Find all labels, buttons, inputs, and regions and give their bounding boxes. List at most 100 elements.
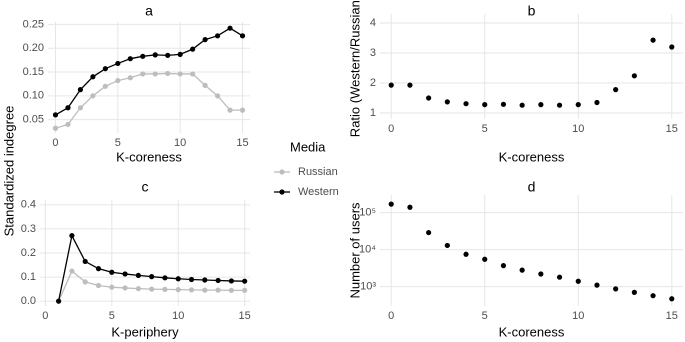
point [575,102,581,108]
point [149,274,155,280]
point [594,99,600,106]
point [631,73,637,79]
point [202,277,208,283]
point [388,82,394,88]
point [482,102,488,108]
x-tick-label: 15 [666,310,678,322]
point [190,71,196,77]
point [102,66,108,72]
point [90,74,96,80]
x-tick-label: 15 [666,123,678,135]
point [140,71,146,77]
point [77,87,84,93]
point [188,287,195,293]
series-line [55,27,243,116]
point [202,37,208,43]
point [95,266,102,272]
point [444,242,450,249]
point [500,101,507,107]
x-tick-label: 5 [482,310,488,322]
point [556,102,563,108]
y-tick-label: 0.4 [21,199,36,211]
x-tick-label: 10 [572,123,584,135]
point [149,286,155,292]
point [594,282,600,288]
point [122,271,128,277]
point [65,105,71,111]
panel-title: d [528,179,536,195]
point [122,285,128,291]
point [669,296,675,302]
y-tick-label: 10⁴ [359,244,376,256]
point [519,102,525,108]
point [95,282,102,289]
y-tick-label: 0.1 [21,271,36,283]
x-tick-label: 0 [388,123,394,135]
x-tick-label: 5 [482,123,488,135]
point [135,286,141,292]
y-tick-label: 4 [370,17,376,29]
point [239,107,246,113]
y-tick-label: 0.20 [23,42,44,54]
point [228,287,234,293]
point [162,275,168,281]
point [631,289,637,295]
point [175,276,181,282]
point [228,278,234,284]
point [69,233,75,239]
x-tick-label: 15 [239,310,251,322]
point [650,293,656,299]
point [52,125,59,131]
y-tick-label: 0.15 [23,66,44,78]
point [444,99,450,105]
point [538,102,544,108]
point [482,256,488,262]
y-tick-label: 2 [370,77,376,89]
point [202,287,208,293]
legend-label: Western [298,186,339,198]
x-tick-label: 15 [236,137,248,149]
point [669,44,675,50]
point [463,101,469,107]
point [115,60,121,67]
y-tick-label: 0.0 [21,295,36,307]
legend-marker [279,189,285,195]
x-tick-label: 0 [42,310,48,322]
y-tick-label: 1 [370,107,376,119]
y-tick-label: 3 [370,47,376,59]
point [82,258,88,265]
point [65,121,71,128]
y-tick-label: 0.05 [23,114,44,126]
y-tick-label: 0.2 [21,247,36,259]
point [188,276,195,283]
point [426,95,432,101]
panel-title: b [528,3,536,19]
x-tick-label: 10 [572,310,584,322]
point [109,284,115,290]
point [426,229,432,236]
y-tick-label: 0.25 [23,18,44,30]
point [215,287,221,293]
point [140,53,146,59]
x-tick-label: 0 [388,310,394,322]
point [613,87,619,93]
x-axis-title: K-periphery [111,324,179,339]
point [214,93,221,99]
panel-title: a [145,3,153,19]
point [519,267,525,273]
point [165,52,171,58]
point [388,201,394,207]
point [407,204,413,210]
point [165,70,171,77]
point [175,287,181,293]
x-axis-title: K-coreness [499,324,565,339]
panel-title: c [142,179,149,195]
point [56,298,62,304]
y-axis-title: Ratio (Western/Russian) [347,0,362,137]
x-tick-label: 10 [174,137,186,149]
point [215,277,221,284]
point [613,286,619,292]
point [177,51,183,57]
y-tick-label: 0.3 [21,223,36,235]
point [162,286,168,292]
